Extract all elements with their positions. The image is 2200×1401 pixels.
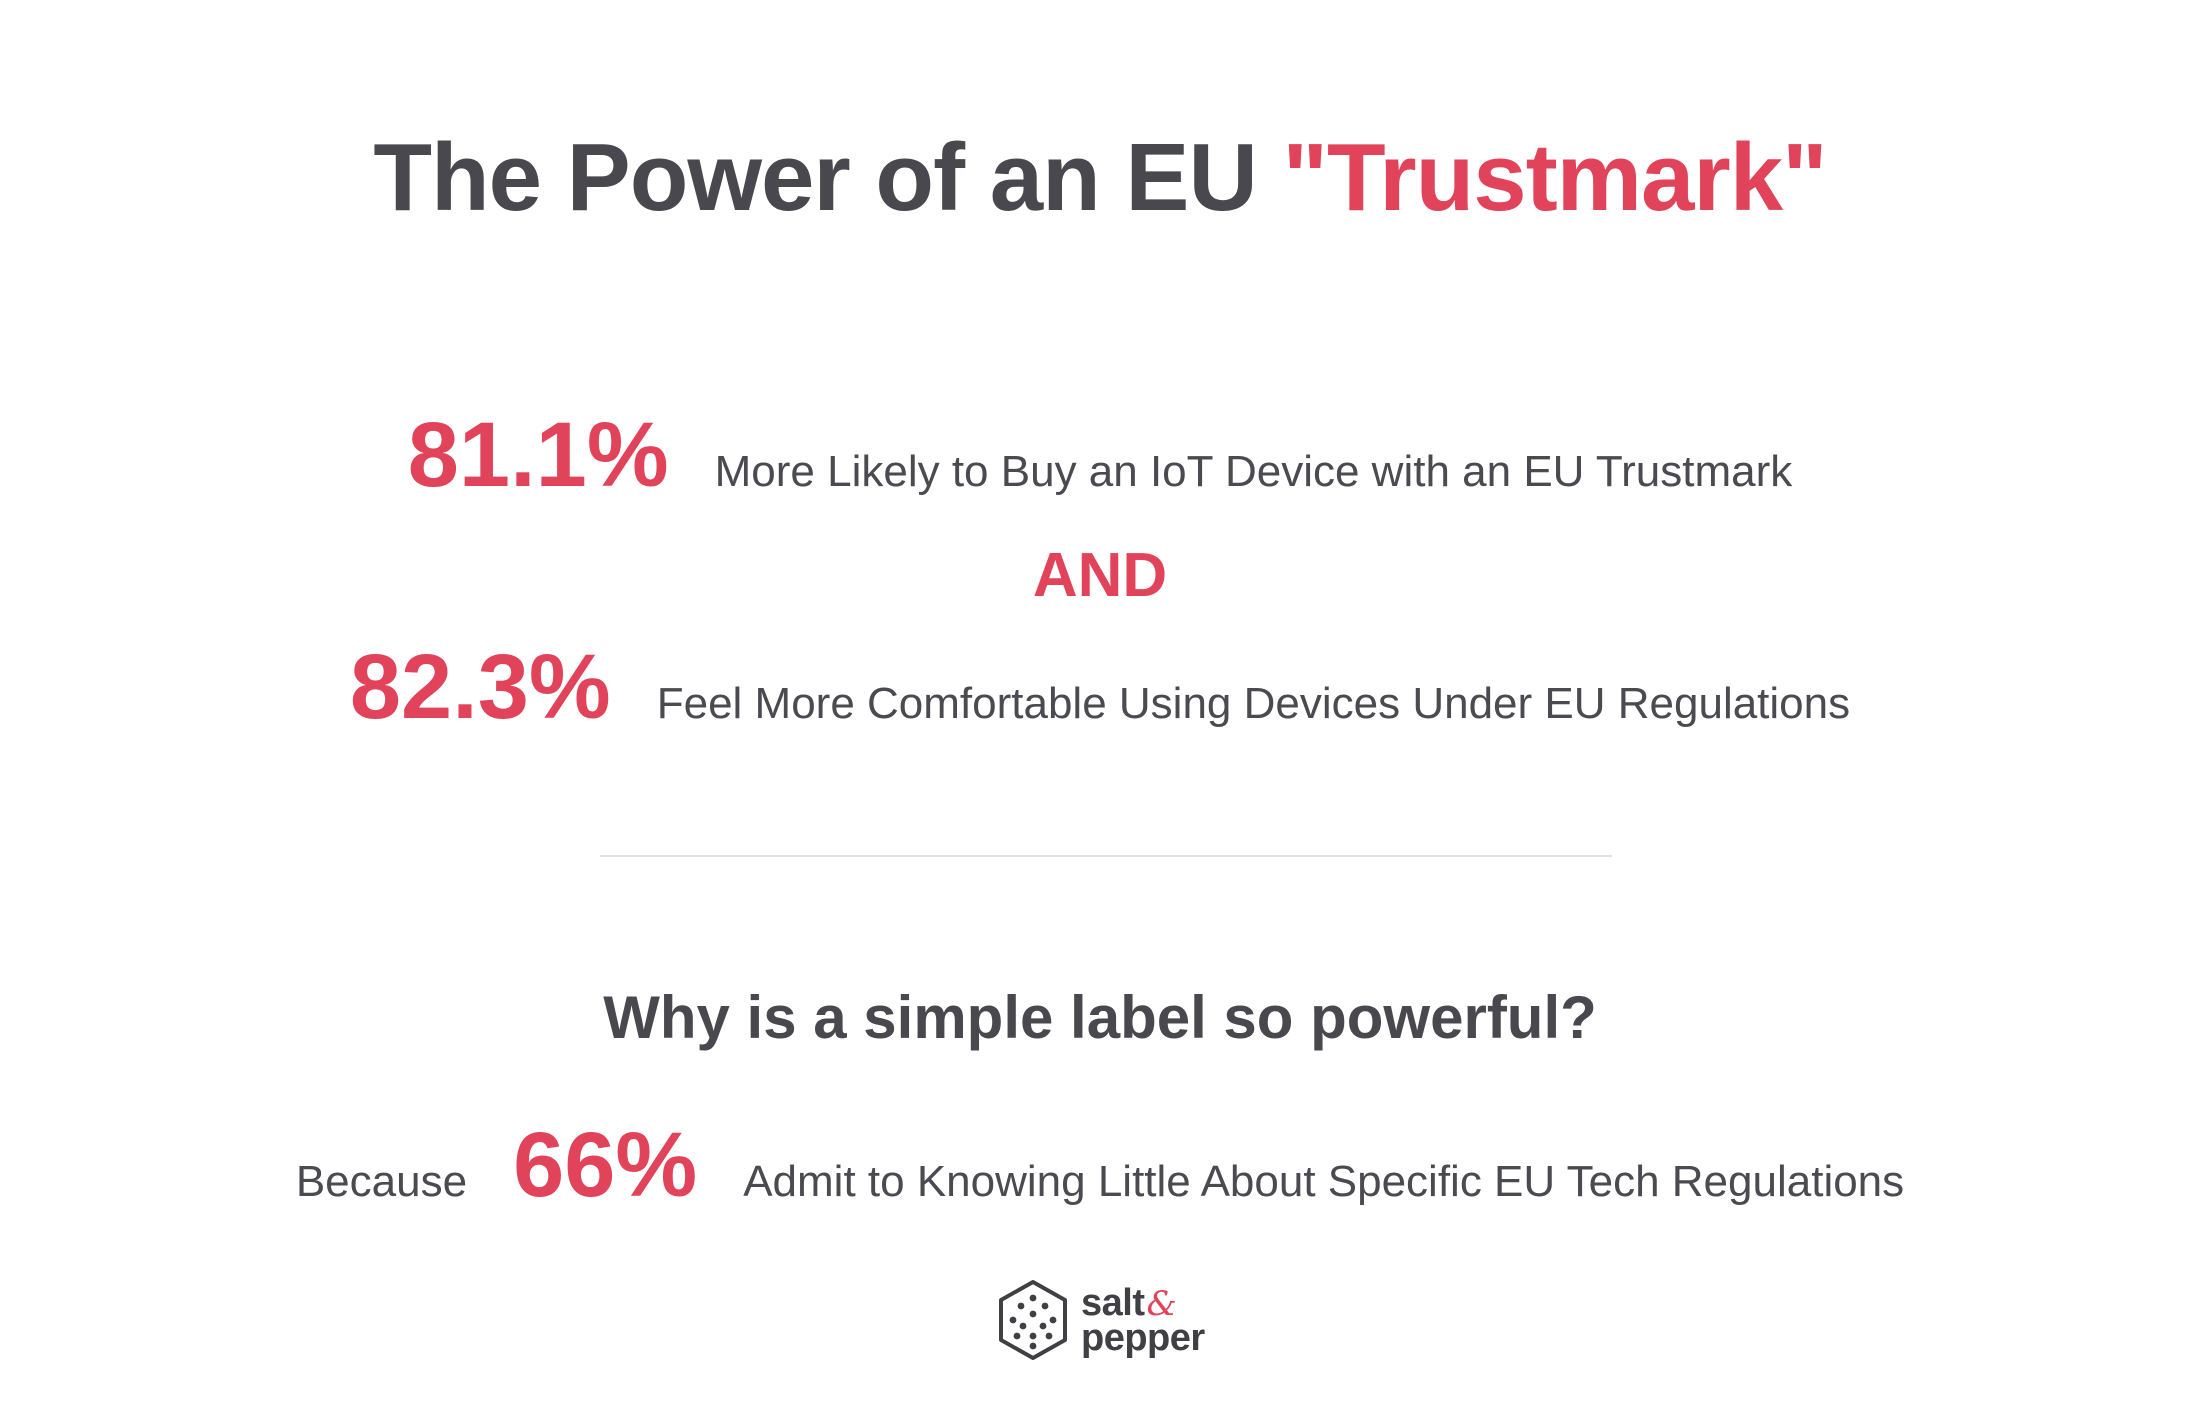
stat-description: Feel More Comfortable Using Devices Unde… — [656, 679, 1851, 728]
stat-percent: 81.1% — [407, 404, 669, 506]
divider — [600, 855, 1612, 857]
reason-prefix: Because — [295, 1157, 468, 1206]
title-highlight: "Trustmark" — [1282, 124, 1827, 231]
stat-percent: 82.3% — [349, 636, 611, 738]
logo-ampersand: & — [1146, 1283, 1177, 1324]
stat-description: More Likely to Buy an IoT Device with an… — [714, 447, 1793, 496]
title-main: The Power of an EU — [373, 124, 1283, 231]
logo-word-salt: salt — [1081, 1281, 1145, 1324]
stat-row-comfortable: 82.3% Feel More Comfortable Using Device… — [0, 632, 2200, 759]
connector-and: AND — [1032, 541, 1168, 610]
question-heading: Why is a simple label so powerful? — [603, 984, 1597, 1051]
reason-description: Admit to Knowing Little About Specific E… — [743, 1157, 1905, 1206]
stat-row-buy: 81.1% More Likely to Buy an IoT Device w… — [0, 400, 2200, 527]
logo-word-pepper: pepper — [1081, 1316, 1205, 1359]
reason-percent: 66% — [513, 1114, 698, 1216]
page-title: The Power of an EU "Trustmark" — [0, 118, 2200, 238]
logo-wordmark: salt & pepper — [1081, 1281, 1205, 1359]
brand-logo: salt & pepper — [995, 1278, 1225, 1362]
reason-row: Because 66% Admit to Knowing Little Abou… — [0, 1110, 2200, 1237]
hexagon-dots-icon — [999, 1280, 1067, 1360]
